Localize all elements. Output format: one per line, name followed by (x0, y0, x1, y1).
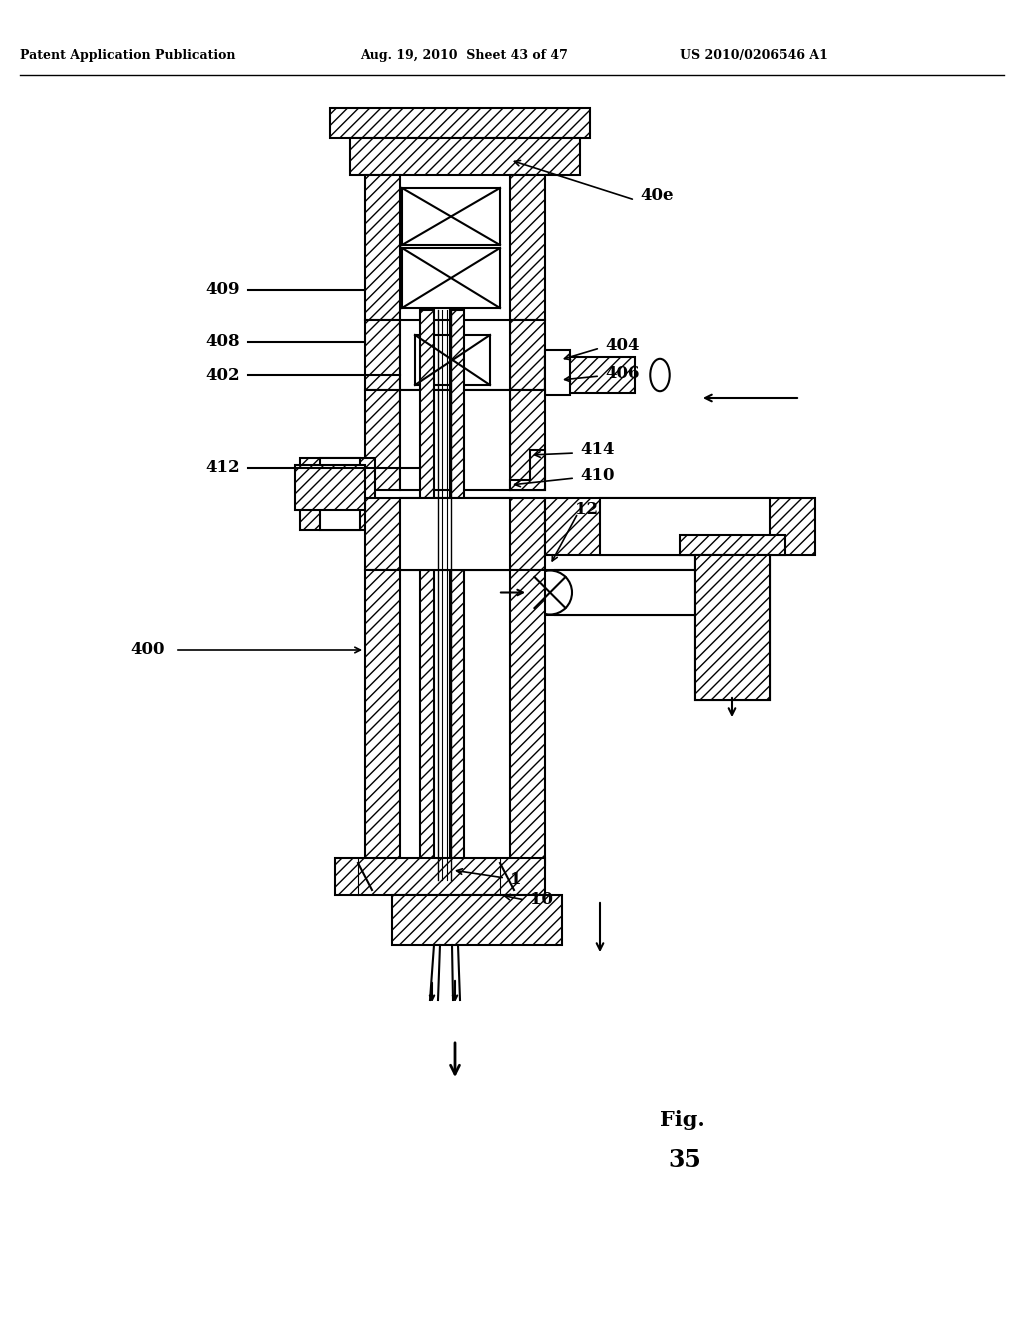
Polygon shape (392, 895, 562, 945)
Text: 408: 408 (205, 334, 240, 351)
Polygon shape (365, 570, 400, 865)
Text: 1: 1 (510, 871, 521, 888)
Text: 412: 412 (205, 459, 240, 477)
Polygon shape (545, 498, 815, 554)
Polygon shape (330, 108, 590, 139)
Polygon shape (600, 498, 770, 554)
Polygon shape (365, 498, 545, 570)
Polygon shape (400, 498, 510, 570)
Polygon shape (695, 554, 770, 700)
Text: 402: 402 (205, 367, 240, 384)
Text: 40e: 40e (640, 186, 674, 203)
Text: 404: 404 (605, 337, 640, 354)
Text: 414: 414 (580, 441, 614, 458)
Polygon shape (680, 535, 785, 554)
Text: Aug. 19, 2010  Sheet 43 of 47: Aug. 19, 2010 Sheet 43 of 47 (360, 49, 568, 62)
Polygon shape (400, 319, 510, 389)
Polygon shape (402, 248, 500, 308)
Text: Patent Application Publication: Patent Application Publication (20, 49, 236, 62)
Polygon shape (365, 176, 400, 319)
Text: 410: 410 (580, 466, 614, 483)
Polygon shape (350, 139, 580, 176)
Polygon shape (450, 310, 464, 880)
Polygon shape (555, 570, 695, 615)
Polygon shape (695, 554, 770, 700)
Polygon shape (510, 389, 545, 490)
Polygon shape (402, 187, 500, 246)
Text: 406: 406 (605, 364, 640, 381)
Text: 409: 409 (205, 281, 240, 298)
Polygon shape (545, 570, 695, 615)
Polygon shape (510, 450, 545, 490)
Circle shape (528, 570, 572, 615)
Polygon shape (545, 356, 635, 393)
Text: 12: 12 (575, 502, 598, 519)
Polygon shape (510, 570, 545, 865)
Polygon shape (420, 310, 434, 880)
Text: US 2010/0206546 A1: US 2010/0206546 A1 (680, 49, 827, 62)
Text: 35: 35 (668, 1148, 700, 1172)
Polygon shape (335, 858, 545, 895)
Polygon shape (300, 458, 375, 531)
Polygon shape (295, 465, 365, 510)
Polygon shape (365, 319, 400, 389)
Polygon shape (545, 350, 570, 395)
Text: 400: 400 (130, 642, 165, 659)
Polygon shape (510, 319, 545, 389)
Polygon shape (510, 176, 545, 319)
Ellipse shape (650, 359, 670, 391)
Polygon shape (400, 389, 510, 490)
Polygon shape (415, 335, 490, 385)
Text: 10: 10 (530, 891, 553, 908)
Text: Fig.: Fig. (660, 1110, 705, 1130)
Polygon shape (365, 389, 400, 490)
Polygon shape (319, 458, 360, 531)
